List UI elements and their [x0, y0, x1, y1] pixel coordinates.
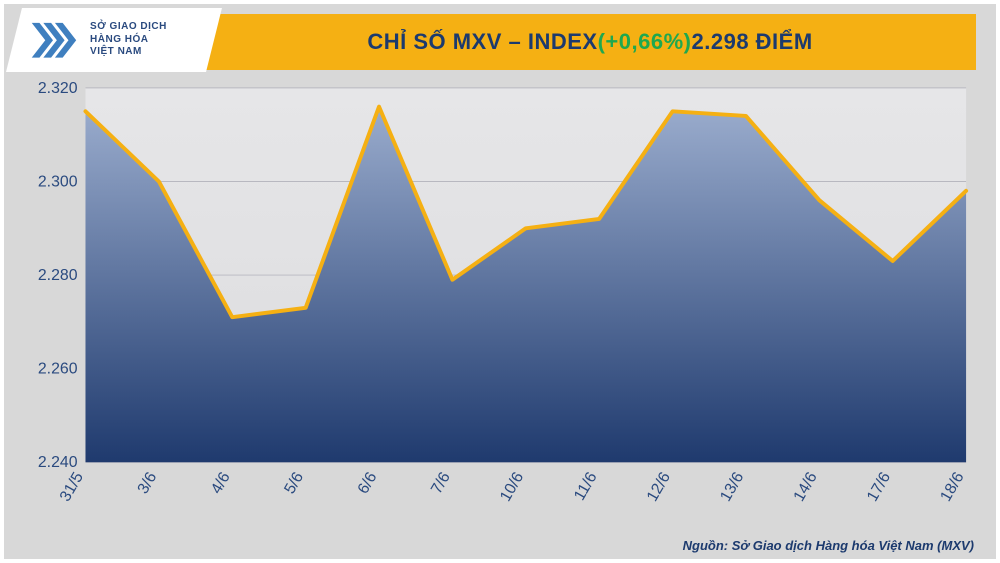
frame: CHỈ SỐ MXV – INDEX (+0,66%) 2.298 ĐIỂM S…: [0, 0, 1000, 563]
svg-text:2.260: 2.260: [38, 361, 78, 378]
svg-text:14/6: 14/6: [791, 469, 821, 504]
svg-text:18/6: 18/6: [937, 469, 967, 504]
svg-text:2.320: 2.320: [38, 82, 78, 97]
svg-text:5/6: 5/6: [281, 469, 307, 497]
title-suffix: 2.298 ĐIỂM: [692, 29, 813, 55]
svg-text:6/6: 6/6: [355, 469, 381, 497]
svg-text:10/6: 10/6: [497, 469, 527, 504]
mxv-index-chart: 2.240 2.260 2.280 2.300 2.320 31/5 3/6 4/6 5/6 6/…: [24, 82, 976, 531]
svg-text:3/6: 3/6: [135, 469, 161, 497]
title-prefix: CHỈ SỐ MXV – INDEX: [367, 29, 597, 55]
svg-text:2.300: 2.300: [38, 173, 78, 190]
source-attribution: Nguồn: Sở Giao dịch Hàng hóa Việt Nam (M…: [683, 538, 974, 553]
svg-text:2.240: 2.240: [38, 454, 78, 471]
svg-text:7/6: 7/6: [428, 469, 454, 497]
logo-line1: SỞ GIAO DỊCH: [90, 21, 167, 34]
title-bar: CHỈ SỐ MXV – INDEX (+0,66%) 2.298 ĐIỂM: [204, 14, 976, 70]
logo-line2: HÀNG HÓA: [90, 34, 167, 47]
title-pct: (+0,66%): [598, 29, 692, 55]
svg-text:11/6: 11/6: [571, 469, 601, 503]
svg-text:4/6: 4/6: [208, 469, 234, 497]
svg-text:12/6: 12/6: [644, 469, 674, 504]
svg-text:13/6: 13/6: [717, 469, 747, 504]
svg-text:2.280: 2.280: [38, 267, 78, 284]
logo-line3: VIỆT NAM: [90, 46, 167, 59]
svg-text:31/5: 31/5: [57, 469, 87, 504]
mxv-logo-icon: [24, 18, 82, 62]
logo: SỞ GIAO DỊCH HÀNG HÓA VIỆT NAM: [6, 8, 222, 72]
logo-text: SỞ GIAO DỊCH HÀNG HÓA VIỆT NAM: [90, 21, 167, 59]
svg-text:17/6: 17/6: [864, 469, 894, 504]
